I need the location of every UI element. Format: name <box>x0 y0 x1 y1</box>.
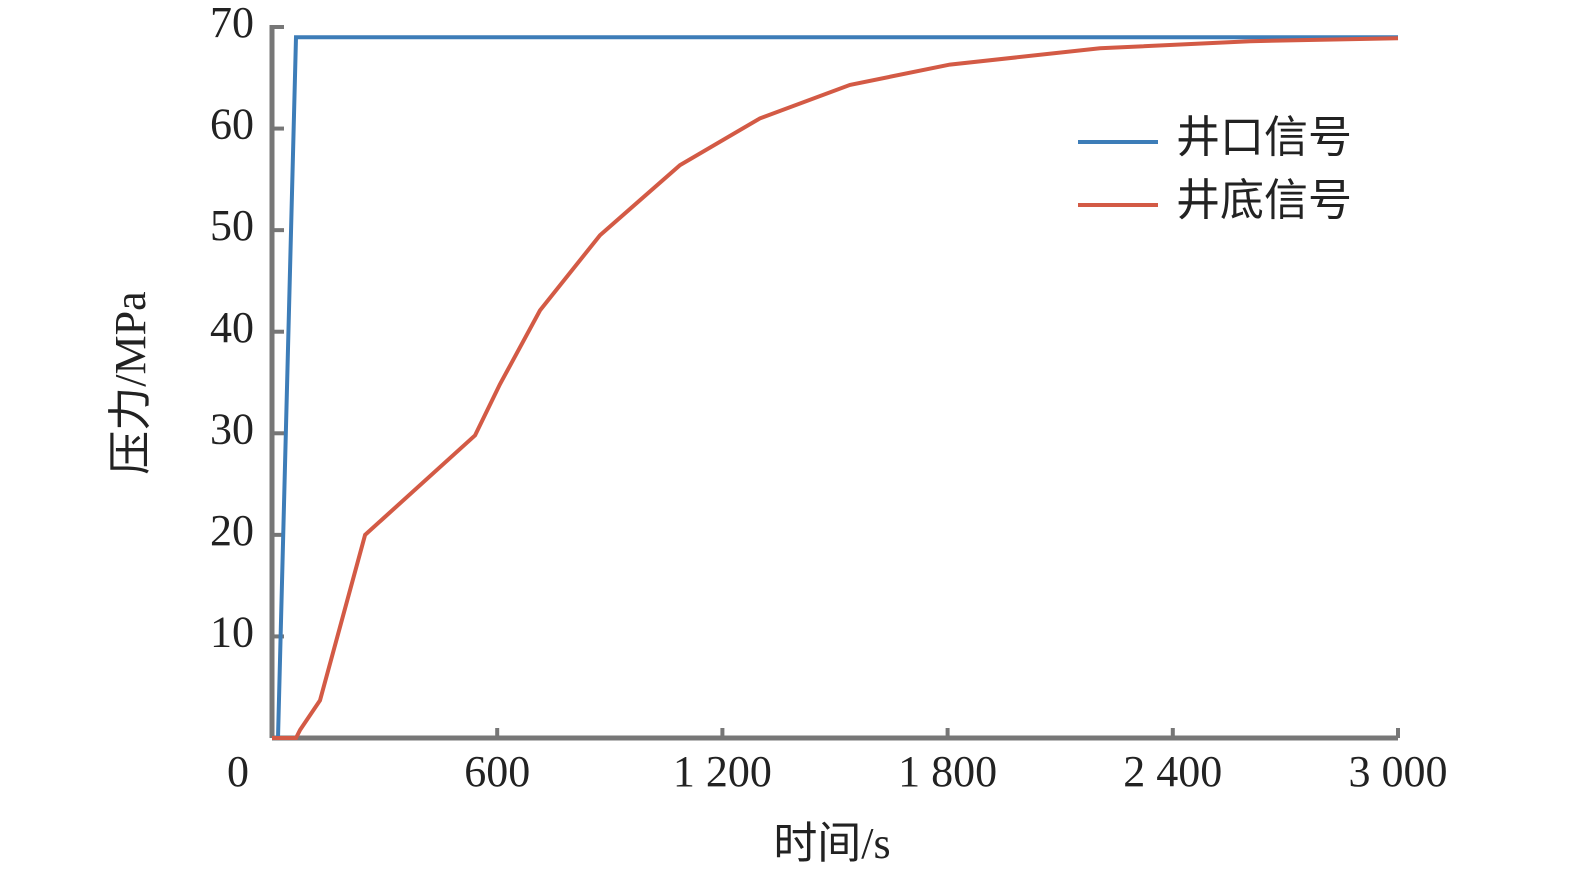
legend-label: 井口信号 <box>1176 113 1352 162</box>
y-tick-label: 20 <box>210 506 254 555</box>
y-tick-label: 50 <box>210 201 254 250</box>
y-tick-label: 10 <box>210 608 254 657</box>
y-axis-label: 压力/MPa <box>106 291 155 474</box>
x-tick-label: 2 400 <box>1123 747 1222 796</box>
y-tick-label: 70 <box>210 0 254 47</box>
line-series <box>272 36 1399 740</box>
y-tick-label: 60 <box>210 100 254 149</box>
x-tick-label: 0 <box>227 747 249 796</box>
x-tick-label: 1 200 <box>673 747 772 796</box>
x-tick-label: 3 000 <box>1349 747 1448 796</box>
x-tick-label: 600 <box>464 747 530 796</box>
x-tick-label: 1 800 <box>898 747 997 796</box>
legend-label: 井底信号 <box>1176 176 1352 225</box>
y-tick-label: 30 <box>210 404 254 453</box>
y-tick-label: 40 <box>210 303 254 352</box>
x-axis-label: 时间/s <box>773 819 890 868</box>
